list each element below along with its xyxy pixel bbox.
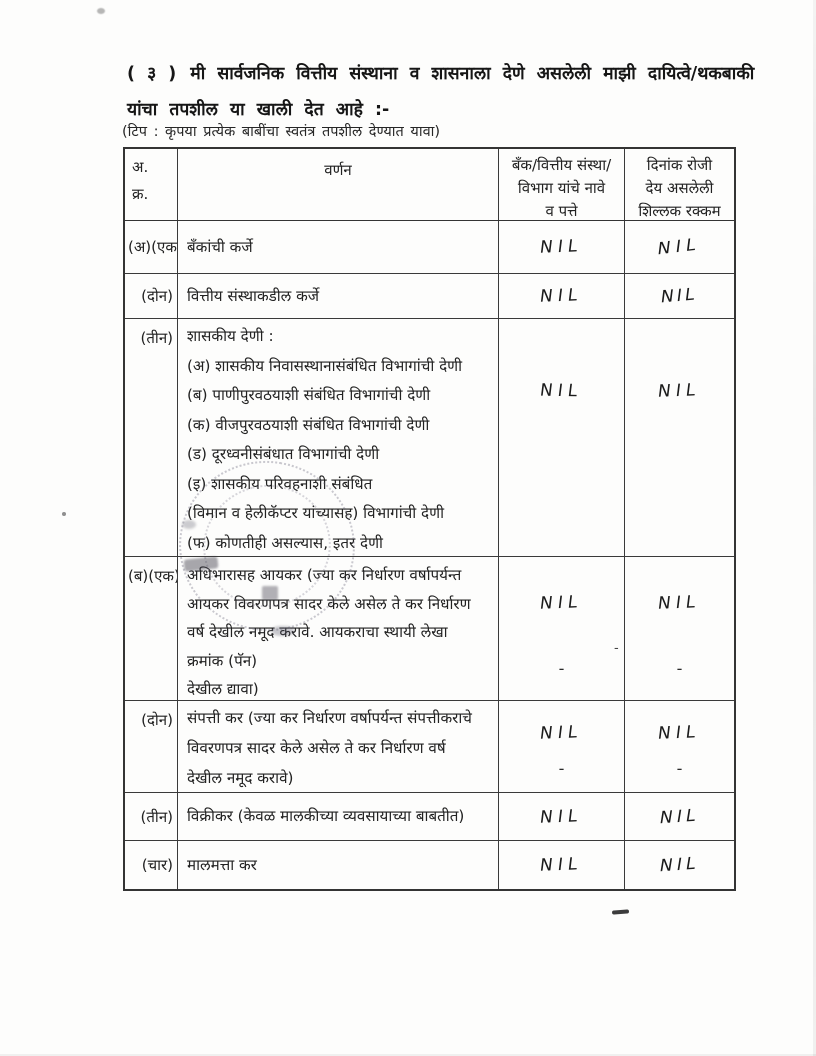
institution-cell: NIL xyxy=(499,221,625,273)
description-text: मालमत्ता कर xyxy=(187,855,257,874)
institution-cell: NIL xyxy=(499,793,625,840)
scan-edge-artifact xyxy=(0,1054,816,1056)
description-cell: बँकांची कर्जे xyxy=(178,221,499,273)
serial-group: (ब) xyxy=(128,567,149,585)
description-text: शासकीय देणी : (अ) शासकीय निवासस्थानासंबं… xyxy=(187,327,463,552)
table-row: (दोन) संपत्ती कर (ज्या कर निर्धारण वर्षाप… xyxy=(125,701,734,793)
serial-item: (दोन) xyxy=(141,711,173,729)
header-serial: अ. क्र. xyxy=(125,149,178,220)
header-institution: बँक/वित्तीय संस्था/ विभाग यांचे नावे व प… xyxy=(499,149,625,220)
description-cell: शासकीय देणी : (अ) शासकीय निवासस्थानासंबं… xyxy=(178,319,499,556)
note-line: (टिप : कृपया प्रत्येक बाबींचा स्वतंत्र त… xyxy=(122,124,441,140)
handwritten-dash: - xyxy=(676,659,683,678)
handwritten-mark xyxy=(611,909,630,915)
handwritten-nil: NIL xyxy=(657,722,702,744)
serial-item: (चार) xyxy=(141,856,173,874)
serial-item: (तीन) xyxy=(140,807,173,826)
serial-cell: (चार) xyxy=(125,841,178,889)
amount-cell: NIL - xyxy=(625,701,734,792)
amount-cell: NIL xyxy=(625,841,734,889)
description-cell: मालमत्ता कर xyxy=(178,841,499,889)
description-cell: विक्रीकर (केवळ मालकीच्या व्यवसायाच्या बा… xyxy=(178,793,499,840)
handwritten-dash: - xyxy=(558,759,565,778)
handwritten-nil: NIL xyxy=(539,854,584,876)
table-row: (चार) मालमत्ता कर NIL NIL xyxy=(125,841,734,889)
handwritten-nil: NIL xyxy=(657,380,702,402)
serial-cell: (दोन) xyxy=(125,701,178,792)
serial-item: (एक) xyxy=(148,567,178,585)
section-heading: ( ३ ) मी सार्वजनिक वित्तीय संस्थाना व शास… xyxy=(127,56,754,128)
handwritten-nil: NIL xyxy=(656,234,703,260)
table-row: (दोन) वित्तीय संस्थाकडील कर्जे NIL NIL xyxy=(125,274,734,319)
serial-item: (तीन) xyxy=(140,329,173,347)
institution-cell: NIL xyxy=(499,319,625,556)
handwritten-nil: NIL xyxy=(658,853,701,877)
handwritten-nil: NIL xyxy=(657,592,702,614)
amount-cell: NIL xyxy=(625,221,734,273)
serial-cell: (अ)(एक) xyxy=(125,221,178,273)
scan-speck xyxy=(97,8,105,14)
scan-edge-artifact xyxy=(813,0,816,1056)
description-text: बँकांची कर्जे xyxy=(187,237,253,256)
table-row: (तीन) शासकीय देणी : (अ) शासकीय निवासस्थान… xyxy=(125,319,734,557)
serial-item: (दोन) xyxy=(141,287,173,305)
description-text: संपत्ती कर (ज्या कर निर्धारण वर्षापर्यन्… xyxy=(187,709,472,787)
heading-line-2: यांचा तपशील या खाली देत आहे :- xyxy=(127,100,390,120)
handwritten-nil: NIL xyxy=(539,805,584,828)
description-text: वित्तीय संस्थाकडील कर्जे xyxy=(187,286,320,305)
amount-cell: NIL xyxy=(625,274,734,318)
description-cell: अधिभारासह आयकर (ज्या कर निर्धारण वर्षापर… xyxy=(178,557,499,700)
handwritten-dash: - xyxy=(613,641,619,656)
header-description: वर्णन xyxy=(178,149,499,220)
handwritten-nil: NIL xyxy=(658,805,701,828)
handwritten-nil: NIL xyxy=(539,722,584,744)
institution-cell: NIL xyxy=(499,841,625,889)
handwritten-nil: NIL xyxy=(539,285,584,307)
table-row: (तीन) विक्रीकर (केवळ मालकीच्या व्यवसायाच्… xyxy=(125,793,734,841)
scan-dot xyxy=(62,512,66,516)
description-text: अधिभारासह आयकर (ज्या कर निर्धारण वर्षापर… xyxy=(187,566,471,698)
handwritten-dash: - xyxy=(558,659,565,678)
heading-text-1: मी सार्वजनिक वित्तीय संस्थाना व शासनाला … xyxy=(190,64,755,84)
description-cell: संपत्ती कर (ज्या कर निर्धारण वर्षापर्यन्… xyxy=(178,701,499,792)
description-cell: वित्तीय संस्थाकडील कर्जे xyxy=(178,274,499,318)
table-row: (अ)(एक) बँकांची कर्जे NIL NIL xyxy=(125,221,734,274)
institution-cell: NIL xyxy=(499,274,625,318)
serial-group: (अ) xyxy=(128,238,152,256)
institution-cell: NIL - - xyxy=(499,557,625,700)
serial-cell: (तीन) xyxy=(125,793,178,840)
serial-item: (एक) xyxy=(151,238,177,256)
liabilities-table: अ. क्र. वर्णन बँक/वित्तीय संस्था/ विभाग … xyxy=(123,147,736,891)
serial-cell: (दोन) xyxy=(125,274,178,318)
table-header-row: अ. क्र. वर्णन बँक/वित्तीय संस्था/ विभाग … xyxy=(125,149,734,221)
institution-cell: NIL - xyxy=(499,701,625,792)
amount-cell: NIL xyxy=(625,319,734,556)
heading-line-1: ( ३ ) मी सार्वजनिक वित्तीय संस्थाना व शास… xyxy=(127,56,754,92)
handwritten-nil: NIL xyxy=(539,592,584,614)
header-amount: दिनांक रोजी देय असलेली शिल्लक रक्कम xyxy=(638,156,721,220)
description-text: विक्रीकर (केवळ मालकीच्या व्यवसायाच्या बा… xyxy=(187,807,465,825)
serial-cell: (ब) (एक) xyxy=(125,557,178,700)
handwritten-nil: NIL xyxy=(539,380,584,402)
handwritten-nil: NIL xyxy=(539,236,584,258)
handwritten-dash: - xyxy=(676,759,683,778)
serial-cell: (तीन) xyxy=(125,319,178,556)
handwritten-nil: NIL xyxy=(659,284,700,308)
amount-cell: NIL - xyxy=(625,557,734,700)
section-number: ( ३ ) xyxy=(127,64,177,84)
table-row: (ब) (एक) अधिभारासह आयकर (ज्या कर निर्धारण … xyxy=(125,557,734,701)
amount-cell: NIL xyxy=(625,793,734,840)
